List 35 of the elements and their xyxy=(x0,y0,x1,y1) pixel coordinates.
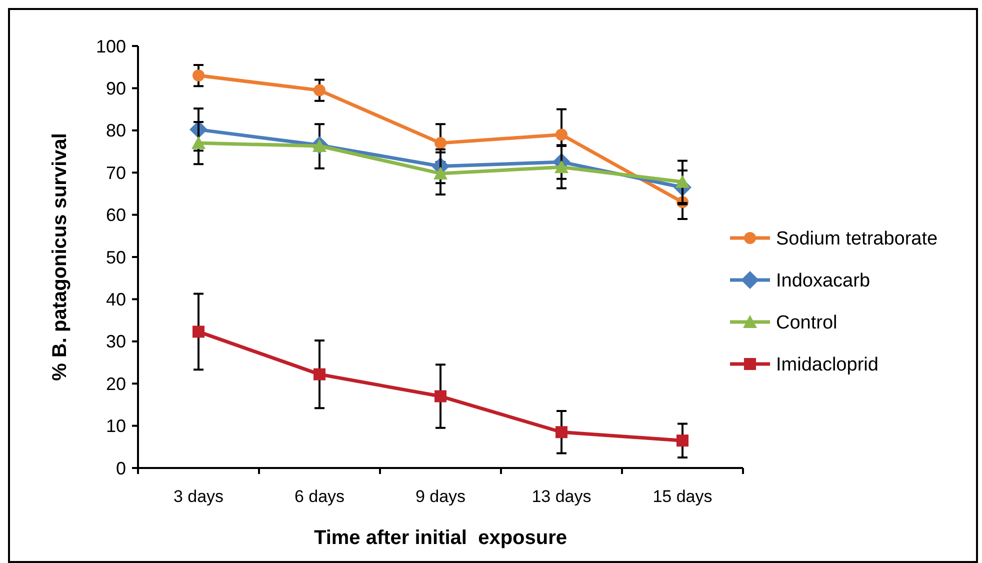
legend-label: Sodium tetraborate xyxy=(776,228,938,250)
y-tick-label: 90 xyxy=(106,78,126,98)
x-tick-label: 13 days xyxy=(532,487,592,506)
x-axis-title: Time after initial exposure xyxy=(314,527,568,549)
point xyxy=(434,166,448,180)
y-tick-label: 50 xyxy=(106,247,126,268)
point xyxy=(192,136,206,150)
point xyxy=(676,434,688,447)
point xyxy=(676,174,690,188)
y-tick-label: 0 xyxy=(116,458,126,478)
x-tick-label: 6 days xyxy=(294,487,345,506)
y-tick-label: 70 xyxy=(106,162,126,183)
point xyxy=(434,137,446,150)
y-tick-label: 100 xyxy=(96,36,126,56)
y-tick-label: 20 xyxy=(106,374,126,394)
point xyxy=(556,426,568,438)
point xyxy=(556,128,568,141)
point xyxy=(192,70,204,82)
point xyxy=(314,368,326,380)
y-tick-label: 30 xyxy=(106,332,126,352)
x-tick-label: 3 days xyxy=(173,487,224,506)
legend-label: Indoxacarb xyxy=(776,270,870,292)
point xyxy=(554,160,568,174)
point xyxy=(434,390,446,402)
legend-label: Imidacloprid xyxy=(776,354,878,376)
point xyxy=(192,326,204,338)
point xyxy=(314,84,326,96)
y-axis-title: % B. patagonicus survival xyxy=(49,133,71,381)
legend-label: Control xyxy=(776,312,838,334)
y-tick-label: 40 xyxy=(106,290,126,310)
x-tick-label: 9 days xyxy=(415,487,466,506)
y-tick-label: 80 xyxy=(106,120,126,141)
x-tick-label: 15 days xyxy=(652,487,712,506)
y-tick-label: 60 xyxy=(106,205,126,226)
y-tick-label: 10 xyxy=(106,416,126,436)
